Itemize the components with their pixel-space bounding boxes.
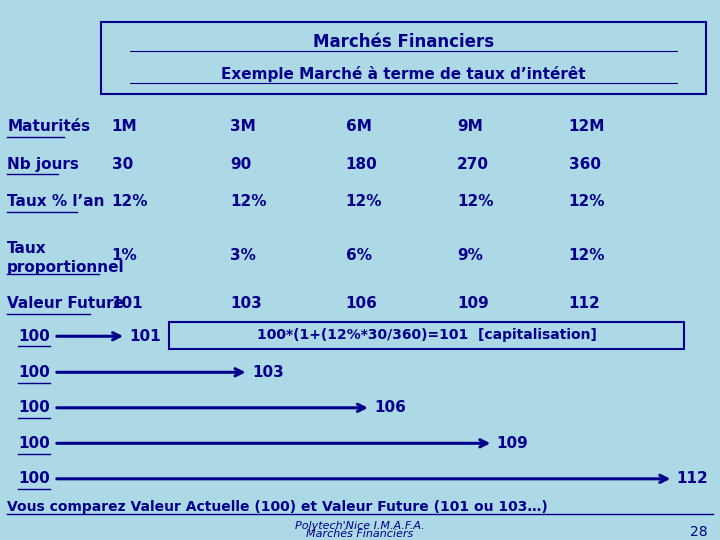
Text: 12M: 12M bbox=[569, 119, 606, 134]
Text: Maturités: Maturités bbox=[7, 119, 90, 134]
Text: 100: 100 bbox=[18, 400, 50, 415]
FancyBboxPatch shape bbox=[169, 322, 684, 349]
Text: Polytech'Nice I.M.A.F.A.: Polytech'Nice I.M.A.F.A. bbox=[295, 521, 425, 531]
Text: 100: 100 bbox=[18, 471, 50, 487]
Text: 1%: 1% bbox=[112, 248, 138, 263]
Text: 1M: 1M bbox=[112, 119, 138, 134]
Text: Exemple Marché à terme de taux d’intérêt: Exemple Marché à terme de taux d’intérêt bbox=[221, 66, 585, 82]
Text: Taux: Taux bbox=[7, 241, 47, 256]
Text: 101: 101 bbox=[112, 296, 143, 312]
Text: 100*(1+(12%*30/360)=101  [capitalisation]: 100*(1+(12%*30/360)=101 [capitalisation] bbox=[256, 328, 597, 342]
Text: 180: 180 bbox=[346, 157, 377, 172]
Text: 112: 112 bbox=[569, 296, 600, 312]
Text: Valeur Future: Valeur Future bbox=[7, 296, 125, 312]
Text: 12%: 12% bbox=[346, 194, 382, 209]
Text: 106: 106 bbox=[374, 400, 406, 415]
Text: 90: 90 bbox=[230, 157, 252, 172]
Text: 103: 103 bbox=[230, 296, 262, 312]
Text: 12%: 12% bbox=[569, 194, 606, 209]
Text: 270: 270 bbox=[457, 157, 489, 172]
Text: 12%: 12% bbox=[457, 194, 494, 209]
Text: 28: 28 bbox=[690, 524, 707, 538]
Text: 6%: 6% bbox=[346, 248, 372, 263]
Text: 12%: 12% bbox=[569, 248, 606, 263]
Text: 112: 112 bbox=[677, 471, 708, 487]
Text: proportionnel: proportionnel bbox=[7, 260, 125, 275]
Text: Marchés Financiers: Marchés Financiers bbox=[312, 33, 494, 51]
Text: 106: 106 bbox=[346, 296, 377, 312]
Text: Marchés Financiers: Marchés Financiers bbox=[307, 529, 413, 539]
Text: 9M: 9M bbox=[457, 119, 483, 134]
Text: 12%: 12% bbox=[112, 194, 148, 209]
Text: 100: 100 bbox=[18, 365, 50, 380]
Text: 3M: 3M bbox=[230, 119, 256, 134]
Text: 100: 100 bbox=[18, 329, 50, 344]
Text: Vous comparez Valeur Actuelle (100) et Valeur Future (101 ou 103…): Vous comparez Valeur Actuelle (100) et V… bbox=[7, 500, 548, 514]
Text: 109: 109 bbox=[497, 436, 528, 451]
FancyBboxPatch shape bbox=[101, 22, 706, 94]
Text: Taux % l’an: Taux % l’an bbox=[7, 194, 104, 209]
Text: Nb jours: Nb jours bbox=[7, 157, 79, 172]
Text: 103: 103 bbox=[252, 365, 284, 380]
Text: 100: 100 bbox=[18, 436, 50, 451]
Text: 30: 30 bbox=[112, 157, 133, 172]
Text: 101: 101 bbox=[130, 329, 161, 344]
Text: 6M: 6M bbox=[346, 119, 372, 134]
Text: 9%: 9% bbox=[457, 248, 483, 263]
Text: 3%: 3% bbox=[230, 248, 256, 263]
Text: 360: 360 bbox=[569, 157, 600, 172]
Text: 109: 109 bbox=[457, 296, 489, 312]
Text: 12%: 12% bbox=[230, 194, 267, 209]
